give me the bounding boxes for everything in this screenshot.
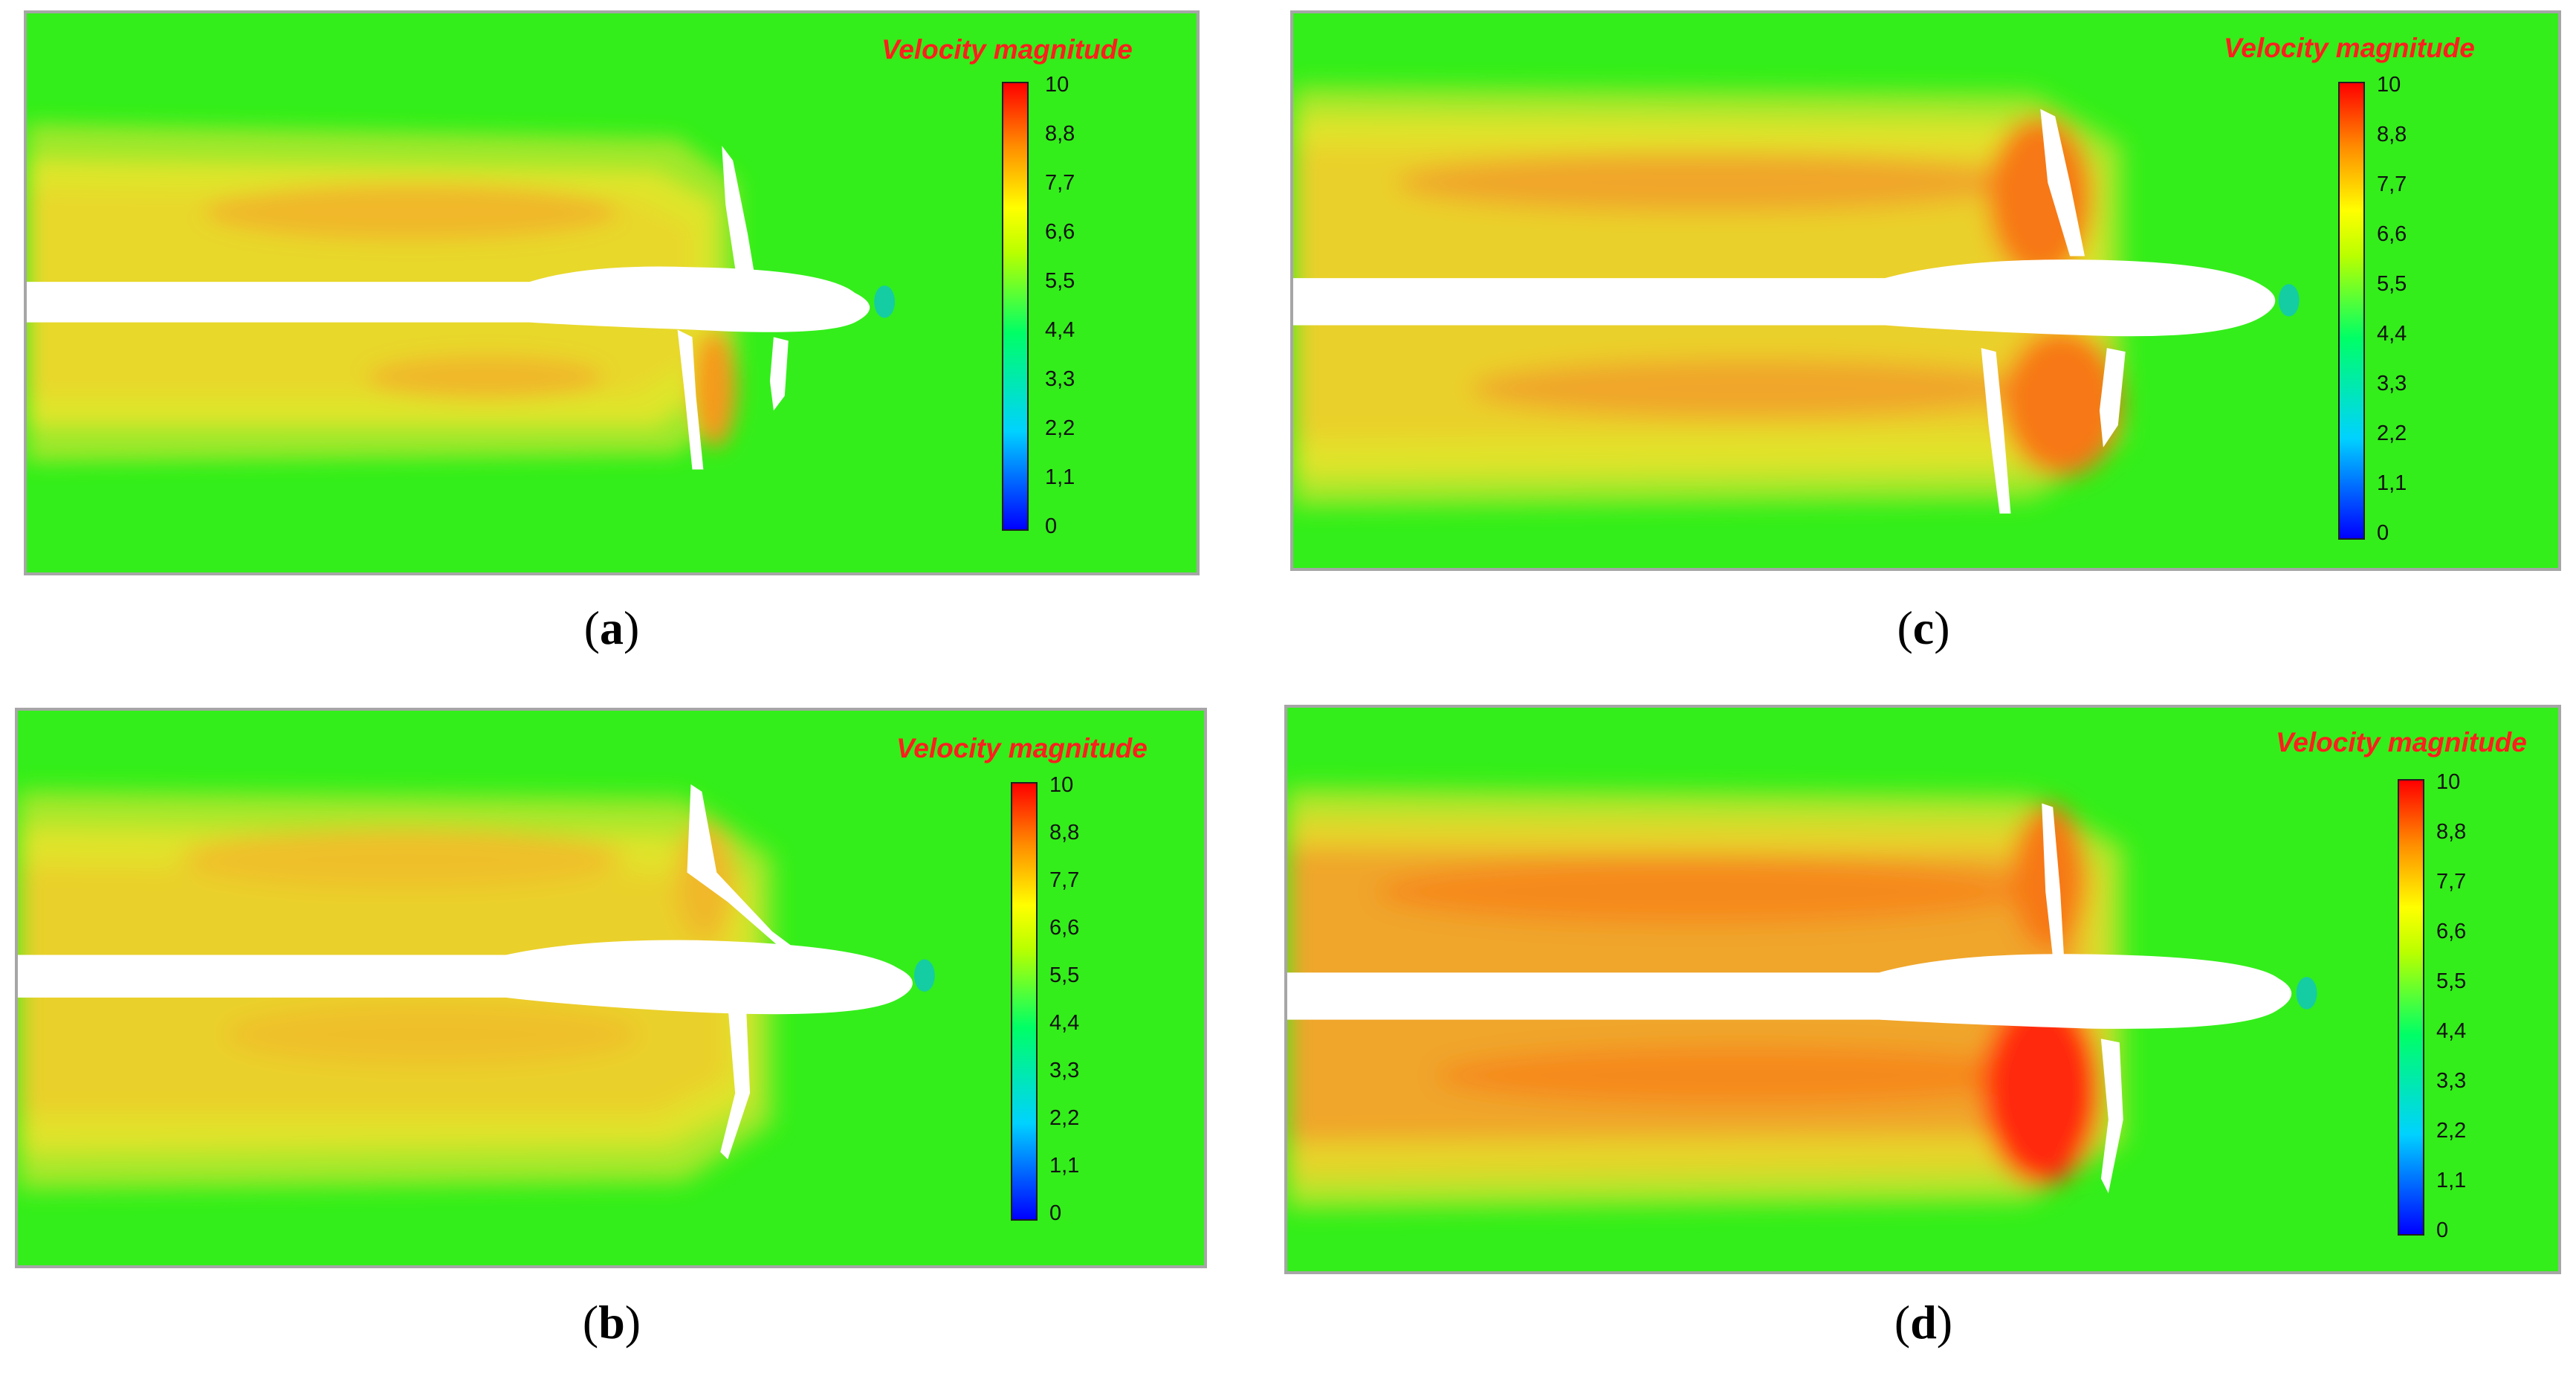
legend-title: Velocity magnitude bbox=[2276, 727, 2527, 758]
contour-panel-c: Velocity magnitude 10 8,8 7,7 6,6 5,5 4,… bbox=[1290, 10, 2561, 571]
colorbar-tick: 4,4 bbox=[2377, 322, 2407, 346]
legend-title: Velocity magnitude bbox=[2224, 33, 2475, 63]
colorbar-tick: 8,8 bbox=[2377, 123, 2407, 146]
colorbar-tick: 7,7 bbox=[1049, 868, 1080, 892]
colorbar-tick: 1,1 bbox=[1049, 1154, 1080, 1178]
velocity-field-d bbox=[1287, 708, 2558, 1271]
colorbar-tick: 6,6 bbox=[1045, 220, 1075, 244]
colorbar-tick: 7,7 bbox=[1045, 171, 1075, 195]
colorbar-tick: 8,8 bbox=[1045, 122, 1075, 146]
legend-title: Velocity magnitude bbox=[896, 733, 1148, 763]
colorbar-tick: 6,6 bbox=[2436, 920, 2467, 943]
velocity-field-a bbox=[27, 13, 1197, 572]
colorbar-tick: 1,1 bbox=[1045, 465, 1075, 489]
colorbar-tick: 1,1 bbox=[2377, 471, 2407, 495]
colorbar-tick: 7,7 bbox=[2436, 870, 2467, 894]
panel-caption-a: (a) bbox=[583, 601, 640, 654]
panel-caption-c: (c) bbox=[1897, 601, 1950, 654]
colorbar-tick: 4,4 bbox=[1049, 1011, 1080, 1035]
colorbar-tick: 0 bbox=[2436, 1218, 2449, 1242]
contour-panel-b: Velocity magnitude 10 8,8 7,7 6,6 5,5 4,… bbox=[15, 708, 1207, 1268]
colorbar bbox=[1011, 782, 1038, 1221]
colorbar-tick: 2,2 bbox=[1049, 1106, 1080, 1130]
colorbar-tick: 2,2 bbox=[2436, 1119, 2467, 1143]
colorbar-tick: 10 bbox=[2377, 73, 2401, 97]
colorbar-tick: 10 bbox=[2436, 770, 2461, 794]
colorbar-tick: 2,2 bbox=[2377, 422, 2407, 445]
colorbar-tick: 1,1 bbox=[2436, 1169, 2467, 1192]
colorbar-tick: 4,4 bbox=[1045, 318, 1075, 342]
velocity-field-b bbox=[18, 711, 1204, 1265]
colorbar-tick: 5,5 bbox=[1045, 269, 1075, 293]
panel-caption-b: (b) bbox=[582, 1296, 641, 1349]
contour-panel-a: Velocity magnitude 10 8,8 7,7 6,6 5,5 4,… bbox=[24, 10, 1200, 575]
colorbar-tick: 0 bbox=[1049, 1201, 1062, 1225]
colorbar-tick: 6,6 bbox=[2377, 222, 2407, 246]
colorbar-tick: 3,3 bbox=[2436, 1069, 2467, 1093]
colorbar bbox=[1002, 82, 1029, 531]
colorbar-tick: 4,4 bbox=[2436, 1019, 2467, 1043]
colorbar-tick: 10 bbox=[1045, 73, 1069, 97]
velocity-field-c bbox=[1293, 13, 2558, 568]
colorbar-tick: 0 bbox=[1045, 514, 1058, 538]
colorbar bbox=[2398, 779, 2424, 1236]
colorbar-tick: 5,5 bbox=[2377, 272, 2407, 296]
colorbar bbox=[2338, 82, 2365, 540]
colorbar-tick: 3,3 bbox=[2377, 372, 2407, 395]
contour-panel-d: Velocity magnitude 10 8,8 7,7 6,6 5,5 4,… bbox=[1284, 705, 2561, 1274]
colorbar-tick: 0 bbox=[2377, 521, 2389, 545]
colorbar-tick: 6,6 bbox=[1049, 916, 1080, 940]
colorbar-tick: 7,7 bbox=[2377, 172, 2407, 196]
legend-title: Velocity magnitude bbox=[881, 34, 1133, 65]
colorbar-tick: 3,3 bbox=[1045, 367, 1075, 391]
colorbar-tick: 2,2 bbox=[1045, 416, 1075, 440]
colorbar-tick: 10 bbox=[1049, 773, 1074, 797]
colorbar-tick: 5,5 bbox=[1049, 963, 1080, 987]
colorbar-tick: 5,5 bbox=[2436, 969, 2467, 993]
panel-caption-d: (d) bbox=[1894, 1296, 1953, 1349]
colorbar-tick: 8,8 bbox=[1049, 821, 1080, 845]
colorbar-tick: 8,8 bbox=[2436, 820, 2467, 844]
colorbar-tick: 3,3 bbox=[1049, 1059, 1080, 1082]
